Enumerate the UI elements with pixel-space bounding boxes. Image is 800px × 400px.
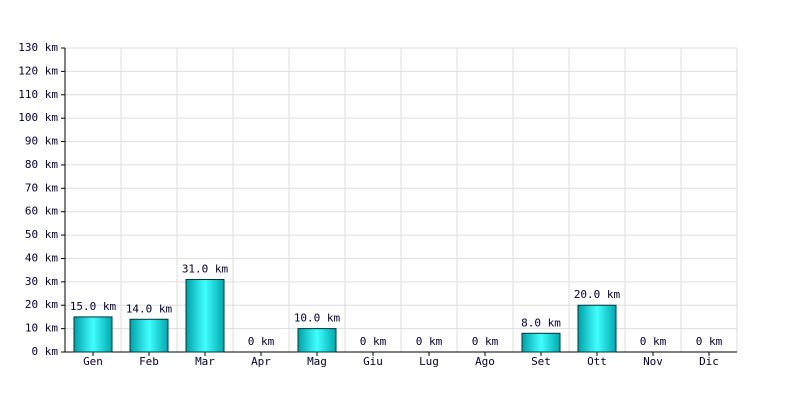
y-tick-label: 130 km [18,41,58,54]
x-tick-label: Ago [475,355,495,368]
y-tick-label: 60 km [25,205,58,218]
y-tick-label: 20 km [25,298,58,311]
y-tick-label: 30 km [25,275,58,288]
x-tick-label: Gen [83,355,103,368]
y-tick-label: 120 km [18,64,58,77]
value-label: 0 km [696,335,723,348]
value-label: 15.0 km [70,300,117,313]
bar [185,279,225,353]
value-label: 10.0 km [294,312,341,325]
bar [577,304,617,353]
value-label: 14.0 km [126,302,173,315]
y-tick-label: 40 km [25,251,58,264]
value-label: 0 km [248,335,275,348]
value-label: 0 km [360,335,387,348]
x-tick-label: Dic [699,355,719,368]
y-tick-label: 10 km [25,322,58,335]
bar [297,328,337,353]
x-tick-label: Apr [251,355,271,368]
bar [521,332,561,353]
x-tick-label: Giu [363,355,383,368]
x-tick-label: Set [531,355,551,368]
x-tick-label: Ott [587,355,607,368]
y-tick-label: 100 km [18,111,58,124]
y-tick-label: 50 km [25,228,58,241]
bar [129,318,169,353]
x-tick-label: Nov [643,355,663,368]
x-tick-label: Lug [419,355,439,368]
x-tick-label: Mar [195,355,215,368]
value-label: 20.0 km [574,288,621,301]
y-tick-label: 0 km [32,345,59,358]
value-label: 0 km [640,335,667,348]
bar [73,316,113,353]
y-tick-label: 80 km [25,158,58,171]
y-tick-label: 90 km [25,135,58,148]
x-tick-label: Mag [307,355,327,368]
x-tick-label: Feb [139,355,159,368]
y-tick-label: 110 km [18,88,58,101]
value-label: 8.0 km [521,316,561,329]
y-tick-label: 70 km [25,181,58,194]
value-label: 31.0 km [182,263,229,276]
value-label: 0 km [472,335,499,348]
value-label: 0 km [416,335,443,348]
